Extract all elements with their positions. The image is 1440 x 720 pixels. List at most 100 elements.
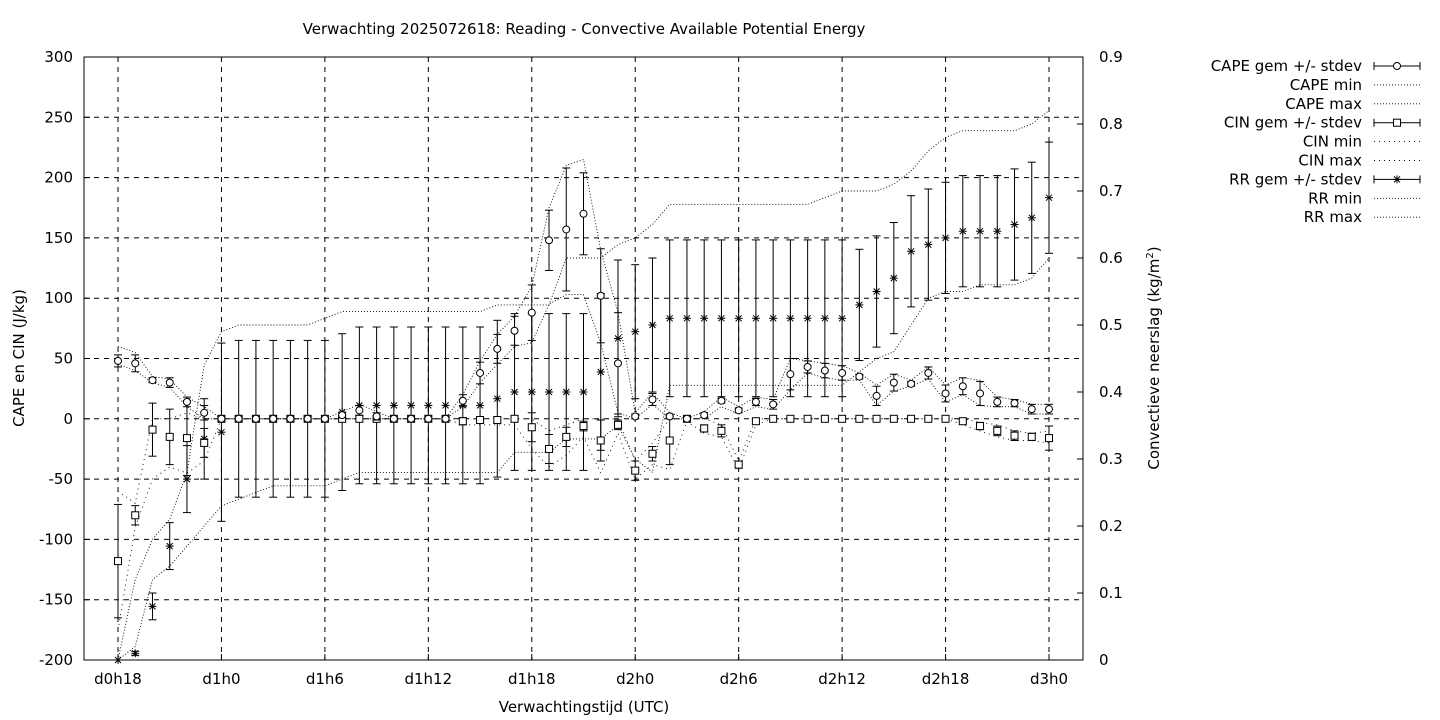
cape-point [148, 376, 157, 385]
cape-point [320, 414, 329, 423]
cin-point [717, 426, 726, 435]
rr-point [751, 314, 760, 323]
cape-point [665, 412, 674, 421]
rr-point [700, 314, 709, 323]
cape-point [958, 382, 967, 391]
cin-point [855, 414, 864, 423]
rr-point [889, 274, 898, 283]
cape-point [131, 359, 140, 368]
cape-point [510, 326, 519, 335]
cin-point [562, 432, 571, 441]
cape-point [855, 372, 864, 381]
cin-point [665, 436, 674, 445]
legend-marker [1393, 62, 1401, 70]
cin-point [803, 414, 812, 423]
y-axis-label: CAPE en CIN (J/kg) [10, 289, 28, 427]
cin-point [769, 414, 778, 423]
cape-point [286, 414, 295, 423]
cin-point [527, 423, 536, 432]
legend-marker [1393, 175, 1401, 184]
cin-point [165, 432, 174, 441]
rr-point [924, 240, 933, 249]
cape-point [165, 378, 174, 387]
rr-point [648, 321, 657, 329]
rr-point [1045, 193, 1053, 202]
y-tick-label: -200 [39, 651, 73, 669]
cape-point [993, 397, 1002, 406]
y2-tick-label: 0.5 [1099, 316, 1123, 334]
y2-tick-label: 0 [1099, 651, 1109, 669]
legend-label: RR min [1308, 189, 1362, 207]
cape-point [682, 414, 691, 423]
y-tick-label: 50 [54, 350, 73, 368]
cape-point [803, 362, 812, 371]
cin-point [958, 417, 967, 426]
cin-point [734, 460, 743, 469]
cin-point [924, 414, 933, 423]
rr-point [838, 314, 847, 323]
cin-point [631, 466, 640, 475]
cin-point [941, 414, 950, 423]
cape-point [579, 209, 588, 218]
rr-point [734, 314, 743, 323]
rr-point [182, 475, 191, 484]
axes: -200 -150 -100 -50 0 50 100 150 200 250 300 0 0.1 0.2… [39, 48, 1123, 688]
cape-point [1027, 405, 1036, 414]
x-tick-label: d0h18 [94, 670, 142, 688]
cape-point [924, 368, 933, 377]
cape-point [182, 397, 191, 406]
rr-point [993, 227, 1002, 236]
rr-point [941, 233, 950, 242]
cape-point [217, 414, 226, 423]
x-tick-label: d1h6 [306, 670, 344, 688]
rr-point [527, 388, 536, 396]
cin-point [355, 414, 364, 423]
cape-point [372, 412, 381, 421]
rr-point [562, 388, 571, 396]
legend-label: CIN max [1298, 152, 1362, 170]
cin-point [613, 420, 622, 429]
cape-min-line [117, 294, 1049, 420]
cape-point [441, 414, 450, 423]
y2-tick-label: 0.8 [1099, 115, 1123, 133]
cape-point [355, 406, 364, 415]
cin-point [976, 422, 985, 431]
cape-point [976, 389, 985, 398]
cape-point [613, 359, 622, 368]
cin-point [579, 422, 588, 431]
rr-point [493, 394, 502, 403]
cape-point [424, 414, 433, 423]
x-tick-label: d1h12 [404, 670, 452, 688]
y-tick-label: -150 [39, 591, 73, 609]
series-markers [114, 141, 1053, 664]
legend-label: CIN min [1303, 133, 1362, 151]
y2-tick-label: 0.6 [1099, 249, 1123, 267]
cin-point [131, 511, 140, 520]
rr-point [476, 401, 485, 410]
legend-label: CAPE max [1285, 95, 1362, 113]
rr-point [148, 602, 157, 611]
y2-tick-label: 0.9 [1099, 48, 1123, 66]
rr-point [596, 367, 605, 376]
y2-tick-label: 0.1 [1099, 584, 1123, 602]
x-tick-label: d1h0 [202, 670, 240, 688]
legend-label: CAPE min [1290, 76, 1362, 94]
y-tick-label: 150 [44, 229, 73, 247]
cin-point [493, 416, 502, 425]
legend-label: CAPE gem +/- stdev [1211, 57, 1362, 75]
y2-tick-label: 0.3 [1099, 450, 1123, 468]
cape-point [458, 396, 467, 405]
cape-point [786, 370, 795, 379]
cape-point [493, 344, 502, 353]
legend-marker [1393, 118, 1401, 127]
cape-point [303, 414, 312, 423]
cin-point [648, 449, 657, 458]
cin-point [545, 444, 554, 453]
y2-tick-label: 0.7 [1099, 182, 1123, 200]
cape-point [338, 411, 347, 420]
y-tick-label: 0 [63, 410, 73, 428]
rr-point [407, 401, 416, 410]
cin-point [786, 414, 795, 423]
cin-point [751, 417, 760, 426]
